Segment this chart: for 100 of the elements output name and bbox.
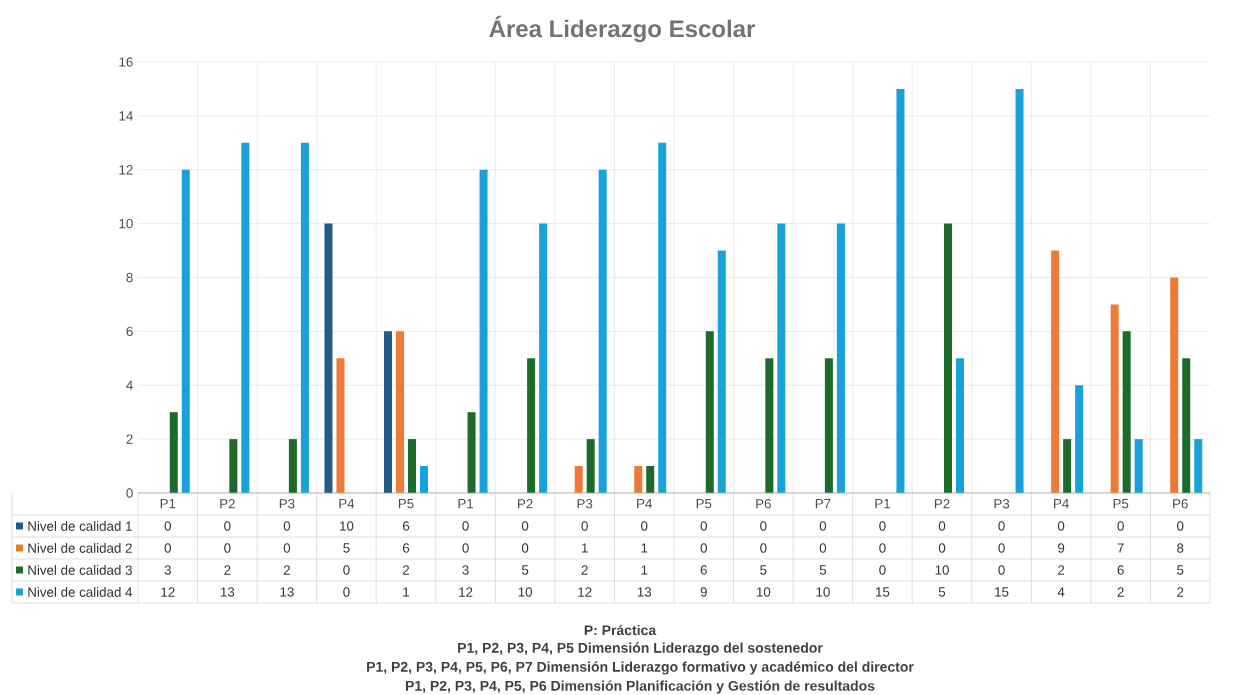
data-label: 10: [935, 565, 949, 575]
data-label: 0: [1057, 521, 1065, 531]
data-label: 0: [343, 565, 350, 575]
y-tick-label: 6: [126, 326, 133, 337]
legend-label: Nivel de calidad 3: [28, 565, 132, 575]
data-label: 13: [280, 587, 294, 597]
bar: [324, 223, 333, 493]
y-tick-label: 10: [119, 218, 133, 229]
bar: [824, 358, 833, 493]
bar: [646, 466, 655, 493]
data-label: 0: [760, 543, 767, 553]
data-label: 1: [581, 543, 588, 553]
legend-label: Nivel de calidad 1: [28, 521, 132, 531]
bar: [527, 358, 536, 493]
data-label: 6: [402, 543, 410, 553]
bar: [229, 439, 238, 493]
data-label: 0: [998, 543, 1005, 553]
bar: [1075, 385, 1084, 493]
bar: [574, 466, 583, 493]
bar: [169, 412, 178, 493]
data-label: 0: [462, 543, 469, 553]
data-label: 0: [938, 543, 946, 553]
x-tick-label: P2: [934, 499, 950, 509]
bar: [288, 439, 297, 493]
bar: [634, 466, 643, 493]
y-tick-label: 0: [126, 488, 133, 498]
x-tick-label: P7: [815, 499, 831, 509]
x-tick-label: P4: [339, 499, 355, 509]
bar: [1015, 88, 1024, 493]
data-label: 0: [1177, 521, 1184, 531]
data-label: 0: [879, 565, 886, 575]
bar: [1110, 304, 1119, 493]
data-label: 4: [1057, 587, 1065, 597]
x-tick-label: P3: [994, 499, 1010, 509]
x-tick-label: P2: [220, 499, 235, 509]
x-tick-label: P5: [398, 499, 414, 509]
data-label: 6: [700, 565, 707, 575]
data-label: 15: [995, 587, 1009, 597]
data-label: 1: [641, 543, 648, 553]
data-label: 5: [1177, 565, 1184, 575]
x-tick-label: P1: [875, 499, 890, 509]
bar: [408, 439, 417, 493]
data-label: 0: [819, 543, 827, 553]
data-label: 12: [578, 587, 592, 597]
data-label: 0: [938, 521, 946, 531]
bar: [836, 223, 845, 493]
data-label: 7: [1117, 543, 1124, 553]
y-tick-label: 16: [119, 57, 133, 67]
data-label: 0: [581, 521, 588, 531]
bar: [336, 358, 345, 493]
data-label: 0: [998, 521, 1005, 531]
bar: [539, 223, 548, 493]
data-label: 0: [879, 543, 886, 553]
data-label: 1: [641, 565, 648, 575]
bar: [1122, 331, 1131, 493]
x-tick-label: P4: [637, 499, 652, 509]
data-label: 15: [876, 587, 890, 597]
chart-title: Área Liderazgo Escolar: [489, 15, 755, 43]
bar: [956, 358, 964, 493]
bar: [717, 250, 726, 493]
bar: [586, 439, 595, 493]
text: P: Práctica: [584, 624, 657, 636]
data-label: 2: [224, 565, 231, 575]
bar: [181, 169, 190, 493]
data-label: 10: [756, 587, 771, 597]
data-label: 9: [700, 587, 707, 597]
bar: [1194, 439, 1203, 493]
data-label: 2: [1117, 587, 1124, 597]
data-label: 0: [164, 521, 171, 531]
bar: [1051, 250, 1060, 493]
x-tick-label: P2: [518, 499, 533, 509]
data-label: 0: [283, 543, 291, 553]
data-label: 3: [164, 565, 171, 575]
bar: [1182, 358, 1191, 493]
bar: [777, 223, 786, 493]
bar: [765, 358, 774, 493]
x-tick-label: P6: [1173, 499, 1188, 509]
data-label: 8: [1177, 543, 1184, 553]
bar: [1134, 439, 1143, 493]
data-label: 0: [819, 521, 827, 531]
x-tick-label: P5: [696, 499, 712, 509]
data-label: 13: [637, 587, 652, 597]
text: P1, P2, P3, P4, P5, P6 Dimensión Planificación y Gestión de resultados: [405, 680, 875, 694]
y-tick-label: 4: [126, 380, 133, 390]
x-tick-label: P6: [756, 499, 771, 509]
data-label: 0: [700, 521, 707, 531]
data-label: 10: [816, 587, 830, 597]
data-label: 6: [1117, 565, 1124, 575]
y-tick-label: 12: [119, 165, 133, 175]
x-tick-label: P5: [1113, 499, 1129, 509]
x-tick-label: P3: [577, 499, 593, 509]
data-label: 9: [1058, 543, 1065, 553]
bar: [479, 169, 488, 493]
x-tick-label: P1: [160, 499, 176, 509]
y-tick-label: 2: [126, 434, 133, 444]
bar: [467, 412, 476, 493]
bar: [1063, 439, 1072, 493]
data-label: 12: [161, 587, 175, 597]
bar: [300, 142, 309, 493]
data-label: 0: [760, 521, 767, 531]
